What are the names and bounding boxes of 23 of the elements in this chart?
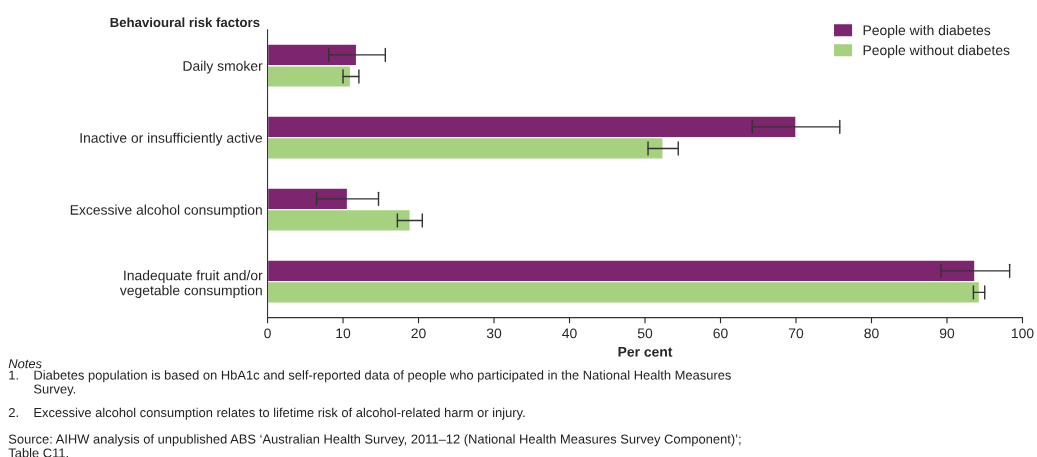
y-tick-label: Excessive alcohol consumption [70,204,262,218]
x-tick-label: 60 [713,328,728,339]
x-tick-label: 50 [637,328,653,339]
text: Notes [8,359,42,369]
legend-label: People with diabetes [863,25,991,38]
text: 1. Diabetes population is based on HbA1c and self-reported data of people who participated in the National Health Measures Survey. [9,370,731,397]
source-note: Source: AIHW analysis of unpublished ABS ‘Australian Health Survey, 2011–12 (National Health Measures Survey Component)’; Table C11. [8,434,741,457]
x-tick-label: 0 [264,328,271,339]
y-axis-title: Behavioural risk factors [110,17,260,28]
x-tick-label: 30 [486,328,502,339]
x-tick-label: 100 [1011,328,1034,339]
legend-label: People without diabetes [863,44,1010,58]
y-tick-label: Inadequate fruit and/or vegetable consumption [119,270,263,299]
x-tick-label: 40 [562,328,577,339]
x-axis-title: Per cent [618,347,673,357]
x-tick-label: 90 [939,328,955,339]
y-tick-label: Inactive or insufficiently active [80,132,263,146]
x-tick-label: 20 [411,328,426,339]
x-tick-label: 70 [788,328,804,339]
x-tick-label: 10 [336,328,351,339]
text: 2. Excessive alcohol consumption relates to lifetime risk of alcohol-related harm or injury. [8,407,525,420]
y-tick-label: Daily smoker [183,60,263,74]
x-tick-label: 80 [864,328,879,339]
